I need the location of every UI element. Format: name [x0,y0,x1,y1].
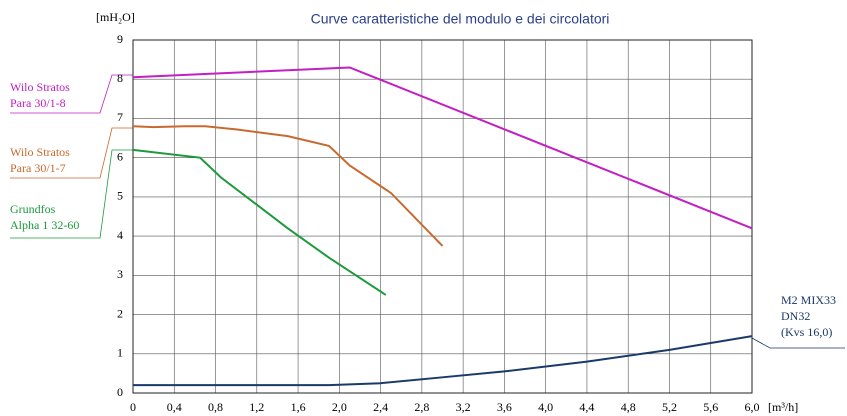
legend-label: M2 MIX33 [781,293,836,307]
legend-label: Wilo Stratos [10,145,70,159]
legend-label: Wilo Stratos [10,80,70,94]
series-line [133,335,753,387]
series-line [132,66,753,230]
leaders [10,74,845,349]
y-tick-label: 7 [117,110,123,124]
x-axis-label: [m³/h] [768,400,798,414]
x-tick-label: 2,8 [414,400,429,414]
y-tick-label: 1 [117,346,123,360]
x-tick-label: 0,4 [167,400,182,414]
y-tick-label: 9 [117,32,123,46]
series-line [132,148,387,296]
x-tick-label: 5,2 [662,400,677,414]
x-tick-label: 0,8 [208,400,223,414]
y-axis-label: [mH₂O] [96,10,135,24]
leader [10,149,133,239]
x-tick-label: 4,8 [621,400,636,414]
leader [10,74,133,114]
legend-label: DN32 [781,309,810,323]
x-tick-label: 0 [130,400,136,414]
y-tick-label: 0 [117,385,123,399]
y-tick-label: 5 [117,189,123,203]
leader [10,127,133,179]
y-tick-label: 2 [117,306,123,320]
x-tick-label: 3,6 [497,400,512,414]
x-tick-label: 2,0 [332,400,347,414]
y-tick-label: 8 [117,71,123,85]
chart-title: Curve caratteristiche del modulo e dei c… [311,11,610,27]
series-line [132,125,444,247]
y-tick-label: 6 [117,149,123,163]
legend-label: Para 30/1-7 [10,161,66,175]
y-tick-label: 4 [117,228,123,242]
legend-label: Alpha 1 32-60 [10,218,79,232]
legend-label: (Kvs 16,0) [781,325,832,339]
x-tick-label: 4,4 [579,400,594,414]
x-tick-label: 1,6 [291,400,306,414]
y-tick-label: 3 [117,267,123,281]
leader [751,337,845,349]
x-tick-label: 2,4 [373,400,388,414]
x-tick-label: 3,2 [456,400,471,414]
x-tick-label: 5,6 [703,400,718,414]
x-tick-label: 6,0 [745,400,760,414]
legend-label: Grundfos [10,202,56,216]
x-tick-label: 4,0 [538,400,553,414]
legend-label: Para 30/1-8 [10,96,66,110]
x-tick-label: 1,2 [249,400,264,414]
plot-frame [132,39,753,394]
